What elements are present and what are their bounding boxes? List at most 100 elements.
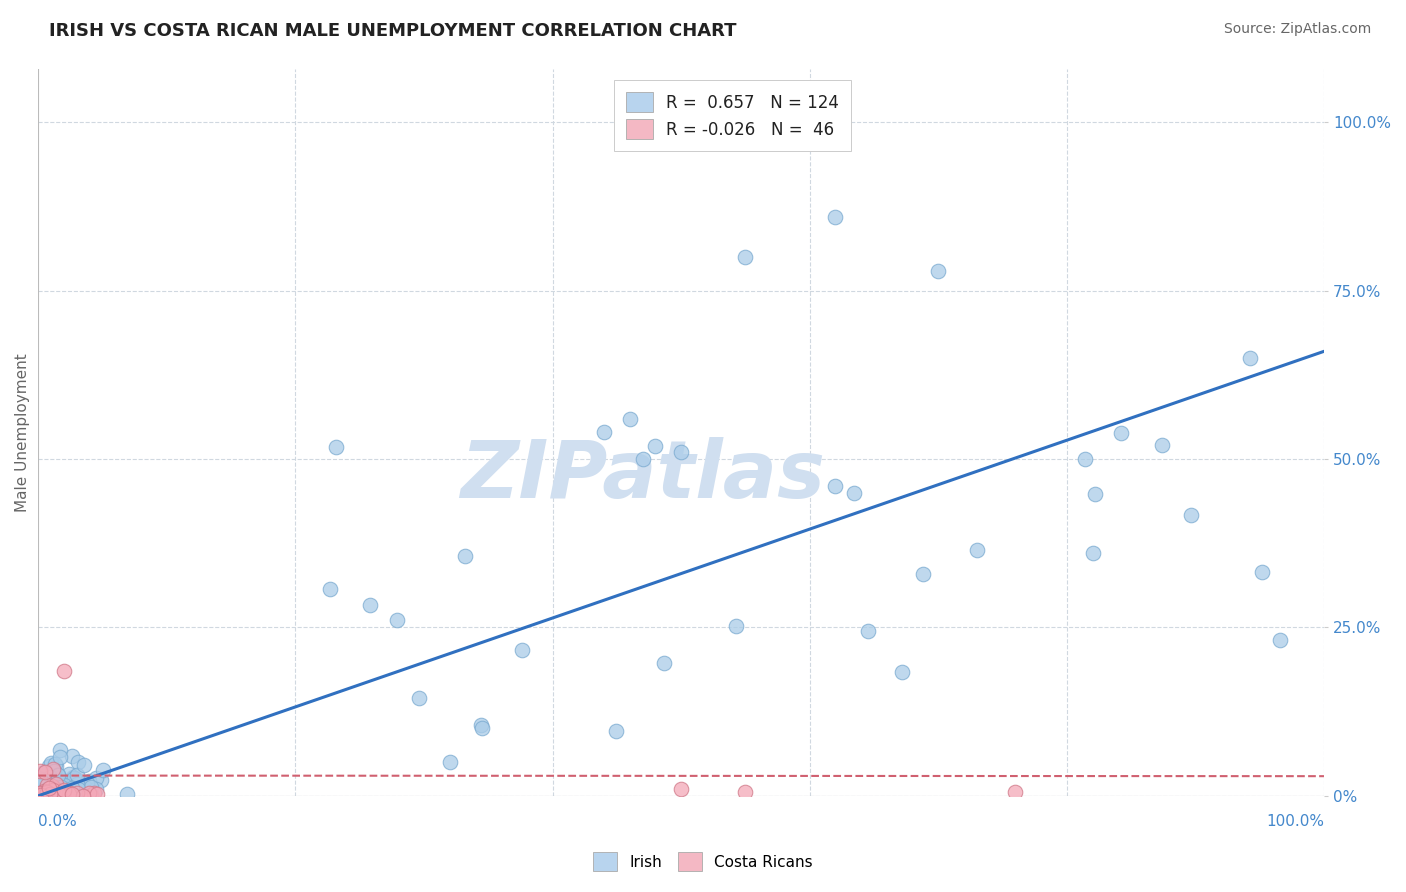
Point xyxy=(58,788,80,802)
Point xyxy=(619,411,641,425)
Point xyxy=(38,775,60,789)
Point xyxy=(824,210,846,224)
Point xyxy=(1084,487,1107,501)
Point xyxy=(76,776,98,790)
Point xyxy=(734,785,756,799)
Point xyxy=(45,777,67,791)
Point xyxy=(46,785,69,799)
Point xyxy=(471,721,494,735)
Point xyxy=(41,785,63,799)
Point xyxy=(53,784,76,798)
Point xyxy=(46,768,69,782)
Point xyxy=(49,750,72,764)
Point xyxy=(30,784,52,798)
Point xyxy=(83,786,105,800)
Point xyxy=(44,782,66,797)
Point xyxy=(41,785,63,799)
Point xyxy=(44,785,66,799)
Point xyxy=(44,788,66,802)
Point xyxy=(34,789,56,803)
Point xyxy=(52,783,75,797)
Point xyxy=(38,780,60,795)
Text: ZIPatlas: ZIPatlas xyxy=(460,437,825,515)
Point xyxy=(28,772,51,786)
Point xyxy=(644,439,666,453)
Point xyxy=(890,665,912,680)
Point xyxy=(38,787,60,801)
Point xyxy=(27,772,49,786)
Point xyxy=(824,479,846,493)
Point xyxy=(39,787,62,801)
Point xyxy=(45,758,67,772)
Point xyxy=(1152,438,1174,452)
Point xyxy=(51,773,73,788)
Point xyxy=(41,773,63,788)
Point xyxy=(79,779,101,793)
Point xyxy=(56,788,79,802)
Point xyxy=(66,782,89,797)
Point xyxy=(734,250,756,264)
Point xyxy=(115,787,138,801)
Point xyxy=(66,783,89,797)
Point xyxy=(34,764,56,779)
Point xyxy=(669,445,692,459)
Point xyxy=(80,788,103,802)
Point xyxy=(38,781,60,796)
Point xyxy=(80,780,103,795)
Point xyxy=(58,780,80,794)
Point xyxy=(30,769,52,783)
Point xyxy=(28,764,51,779)
Point xyxy=(39,785,62,799)
Text: 0.0%: 0.0% xyxy=(38,814,77,829)
Point xyxy=(63,780,86,795)
Point xyxy=(46,786,69,800)
Point xyxy=(45,787,67,801)
Point xyxy=(46,788,69,802)
Point xyxy=(48,787,70,801)
Point xyxy=(52,786,75,800)
Point xyxy=(60,787,83,801)
Point xyxy=(58,767,80,781)
Point xyxy=(631,452,654,467)
Point xyxy=(30,780,52,794)
Point xyxy=(32,786,55,800)
Point xyxy=(605,723,627,738)
Point xyxy=(60,780,83,795)
Point xyxy=(42,775,65,789)
Point xyxy=(41,756,63,770)
Point xyxy=(31,786,53,800)
Point xyxy=(42,762,65,776)
Point xyxy=(48,767,70,781)
Point xyxy=(1180,508,1202,522)
Point xyxy=(91,763,114,777)
Point xyxy=(59,786,82,800)
Y-axis label: Male Unemployment: Male Unemployment xyxy=(15,352,30,511)
Point xyxy=(30,788,52,802)
Point xyxy=(1109,425,1132,440)
Point xyxy=(60,748,83,763)
Point xyxy=(669,782,692,797)
Point xyxy=(52,779,75,793)
Point xyxy=(62,770,84,784)
Point xyxy=(34,779,56,793)
Point xyxy=(45,781,67,796)
Point xyxy=(48,780,70,795)
Point xyxy=(30,774,52,789)
Point xyxy=(1081,546,1104,560)
Point xyxy=(49,786,72,800)
Text: 100.0%: 100.0% xyxy=(1265,814,1324,829)
Point xyxy=(48,786,70,800)
Point xyxy=(35,788,58,802)
Point xyxy=(63,773,86,788)
Point xyxy=(44,764,66,779)
Point xyxy=(34,787,56,801)
Point xyxy=(39,784,62,798)
Point xyxy=(86,787,108,801)
Point xyxy=(30,786,52,800)
Point xyxy=(454,549,477,563)
Point xyxy=(30,788,52,802)
Point xyxy=(52,778,75,792)
Point xyxy=(65,772,87,786)
Point xyxy=(66,786,89,800)
Point xyxy=(90,773,112,788)
